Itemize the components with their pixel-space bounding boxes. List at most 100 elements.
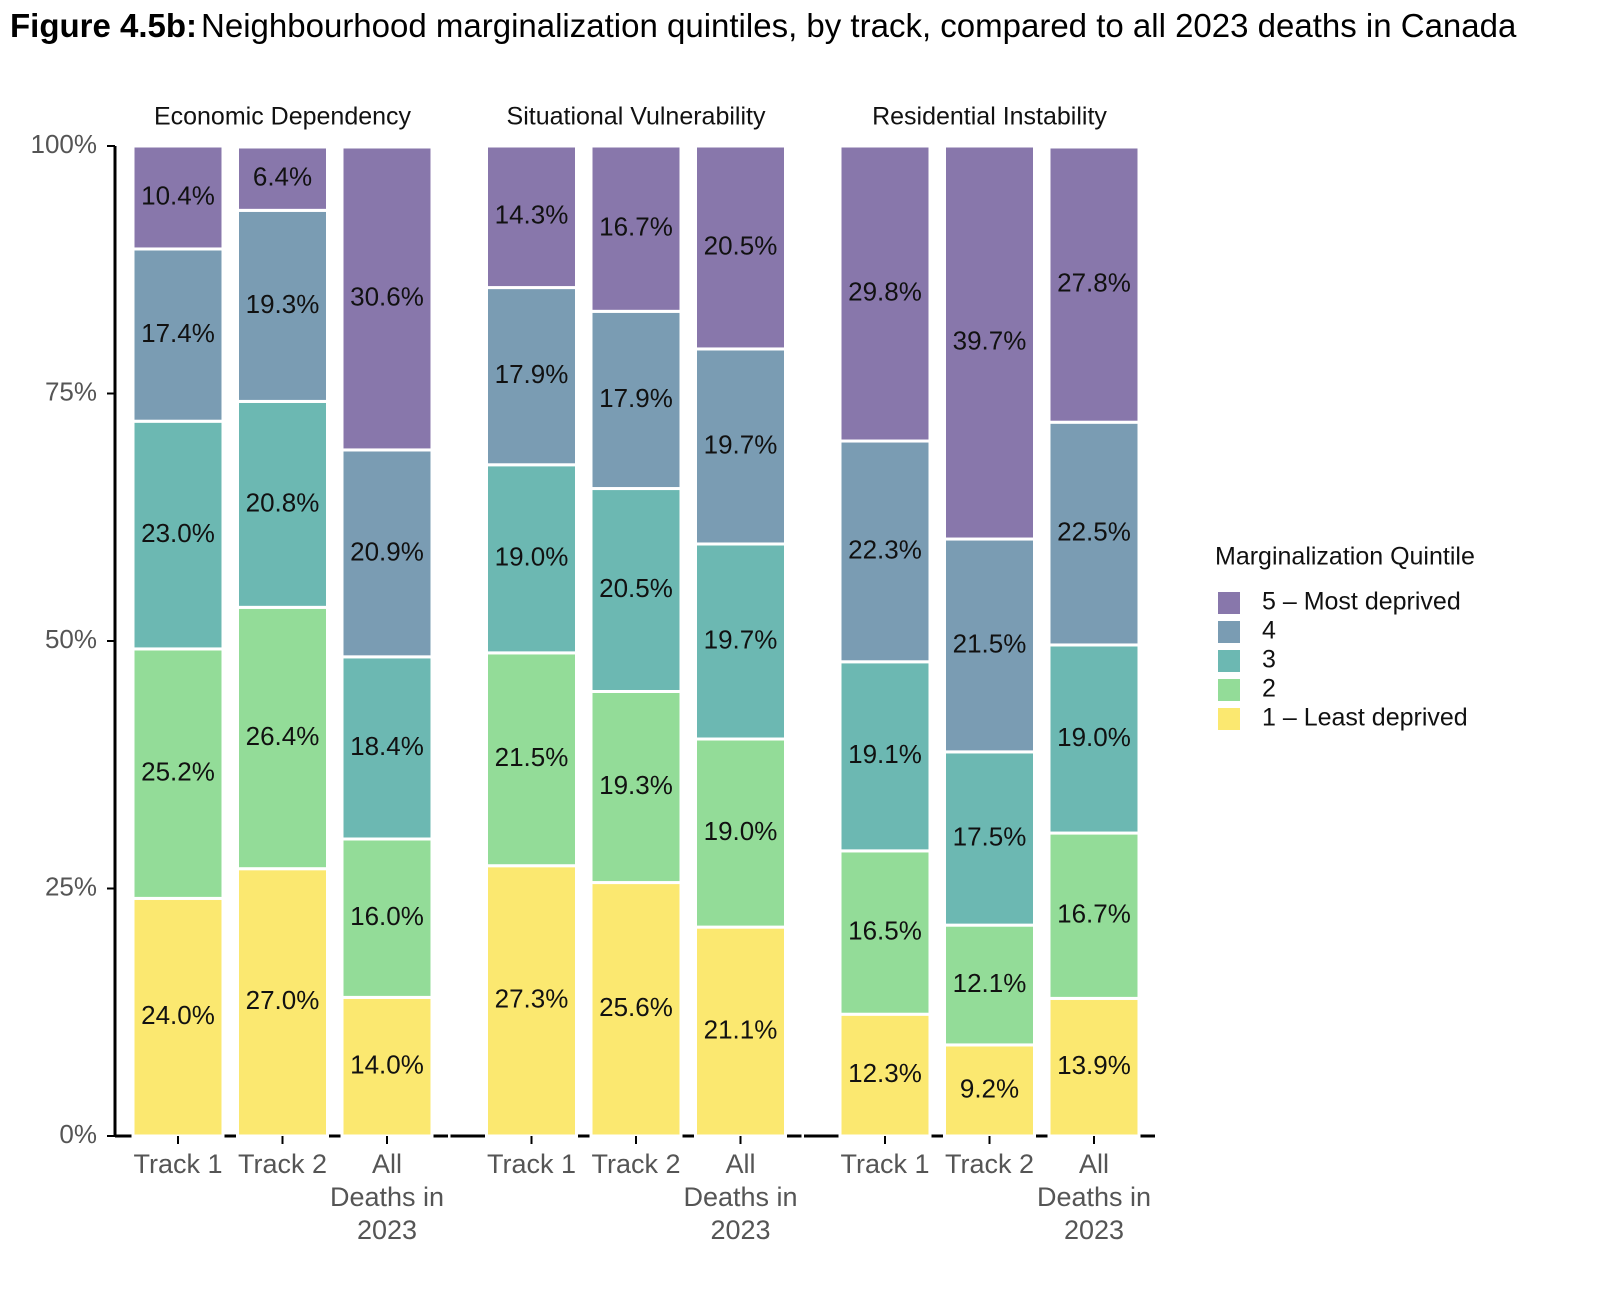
x-tick-label-line: Deaths in: [330, 1182, 444, 1212]
value-label: 14.3%: [495, 200, 569, 230]
value-label: 27.0%: [246, 985, 320, 1015]
x-tick-label-line: Track 1: [133, 1149, 222, 1179]
x-tick-label-line: Track 1: [487, 1149, 576, 1179]
y-tick-label: 50%: [45, 624, 97, 654]
value-label: 19.1%: [848, 739, 922, 769]
bar-segment: [943, 923, 1036, 1047]
value-label: 17.4%: [141, 318, 215, 348]
value-label: 20.8%: [246, 487, 320, 517]
bar-segment: [589, 309, 683, 491]
figure-label: Figure 4.5b:: [10, 7, 197, 44]
y-tick-label: 75%: [45, 376, 97, 406]
value-label: 9.2%: [960, 1073, 1019, 1103]
bar-segment: [485, 286, 578, 467]
legend-label: 2: [1262, 675, 1276, 703]
x-tick-label-line: Track 1: [840, 1149, 929, 1179]
value-label: 25.6%: [599, 992, 673, 1022]
bar-segment: [838, 144, 932, 443]
value-label: 17.9%: [599, 383, 673, 413]
bar-segment: [589, 487, 683, 693]
value-label: 23.0%: [141, 518, 215, 548]
value-label: 13.9%: [1057, 1050, 1131, 1080]
bar-segment: [340, 448, 434, 659]
legend-title: Marginalization Quintile: [1215, 543, 1475, 571]
bar-segment: [131, 647, 225, 900]
x-tick-label-line: Track 2: [945, 1149, 1034, 1179]
y-tick-label: 25%: [45, 871, 97, 901]
y-tick-label: 100%: [31, 129, 98, 159]
x-tick-label: Track 2: [591, 1149, 680, 1179]
x-tick-label: Track 1: [487, 1149, 576, 1179]
value-label: 19.0%: [495, 542, 569, 572]
value-label: 20.9%: [350, 536, 424, 566]
bar-segment: [589, 689, 683, 885]
legend-swatch: [1218, 650, 1240, 672]
bar-segment: [838, 439, 932, 664]
bar-segment: [236, 208, 329, 403]
bar-segment: [589, 144, 683, 313]
value-label: 6.4%: [253, 162, 312, 192]
value-label: 19.3%: [246, 289, 320, 319]
chart-title: Neighbourhood marginalization quintiles,…: [201, 7, 1517, 44]
value-label: 12.1%: [953, 968, 1027, 998]
value-label: 16.0%: [350, 901, 424, 931]
x-tick-label-line: Track 2: [238, 1149, 327, 1179]
bar-segment: [1047, 145, 1141, 424]
legend-swatch: [1218, 621, 1240, 643]
x-tick-label-line: Deaths in: [1037, 1182, 1151, 1212]
bar-segment: [485, 144, 578, 290]
bar-segment: [1047, 420, 1141, 647]
bar-segment: [485, 864, 578, 1138]
x-tick-label-line: All: [372, 1149, 402, 1179]
panel-title: Situational Vulnerability: [507, 103, 766, 131]
value-label: 29.8%: [848, 276, 922, 306]
x-tick-label-line: All: [1079, 1149, 1109, 1179]
bar-segment: [694, 925, 787, 1138]
value-label: 22.5%: [1057, 516, 1131, 546]
x-tick-label: All Deaths in 2023: [683, 1149, 797, 1245]
bar-segment: [340, 837, 434, 999]
x-tick-label-line: All: [725, 1149, 755, 1179]
x-tick-label: All Deaths in 2023: [330, 1149, 444, 1245]
bar-segment: [1047, 831, 1141, 1000]
bar-segment: [694, 737, 787, 929]
x-tick-label-line: Track 2: [591, 1149, 680, 1179]
bar-segment: [131, 419, 225, 651]
legend-label: 3: [1262, 646, 1276, 674]
x-tick-label: Track 1: [133, 1149, 222, 1179]
panel-title: Economic Dependency: [154, 103, 412, 131]
bar-segment: [485, 463, 578, 655]
legend-swatch: [1218, 592, 1240, 614]
bar-segment: [236, 399, 329, 609]
x-tick-label-line: 2023: [710, 1215, 770, 1245]
value-label: 30.6%: [350, 281, 424, 311]
value-label: 21.5%: [953, 628, 1027, 658]
panel-title: Residential Instability: [872, 103, 1107, 131]
bar-segment: [131, 247, 225, 423]
value-label: 24.0%: [141, 1000, 215, 1030]
bar-segment: [943, 1043, 1036, 1138]
value-label: 19.3%: [599, 770, 673, 800]
chart-heading: Figure 4.5b: Neighbourhood marginalizatio…: [10, 7, 1517, 44]
y-tick-label: 0%: [59, 1119, 97, 1149]
x-tick-label: Track 2: [945, 1149, 1034, 1179]
value-label: 10.4%: [141, 180, 215, 210]
x-tick-label: All Deaths in 2023: [1037, 1149, 1151, 1245]
value-label: 19.7%: [704, 429, 778, 459]
value-label: 25.2%: [141, 757, 215, 787]
value-label: 17.9%: [495, 359, 569, 389]
x-tick-label: Track 1: [840, 1149, 929, 1179]
value-label: 17.5%: [953, 821, 1027, 851]
bar-segment: [943, 144, 1036, 541]
value-label: 21.5%: [495, 742, 569, 772]
value-label: 18.4%: [350, 731, 424, 761]
value-label: 27.3%: [495, 984, 569, 1014]
value-label: 21.1%: [704, 1014, 778, 1044]
value-label: 12.3%: [848, 1058, 922, 1088]
legend-swatch: [1218, 679, 1240, 701]
value-label: 22.3%: [848, 534, 922, 564]
value-label: 16.7%: [599, 212, 673, 242]
x-tick-label: Track 2: [238, 1149, 327, 1179]
legend-label: 4: [1262, 617, 1276, 645]
